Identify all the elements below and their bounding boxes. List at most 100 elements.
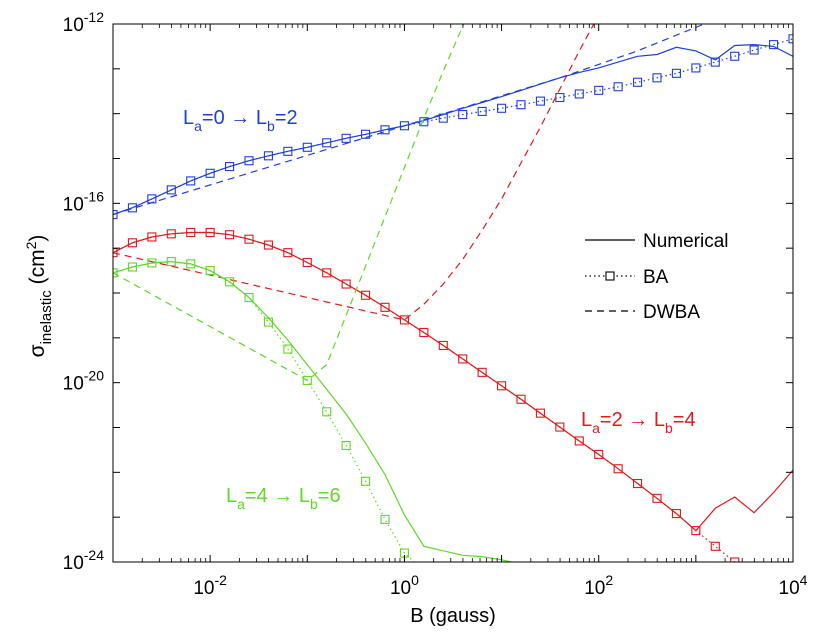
ba-marker (710, 541, 720, 551)
ba-marker (438, 113, 448, 123)
ba-marker (147, 258, 157, 268)
ba-marker (186, 227, 196, 238)
ba-line-0 (113, 38, 793, 216)
curve-label-1: La=2 → Lb=4 (581, 409, 696, 436)
plot-frame (112, 23, 794, 563)
ba-marker (516, 394, 526, 404)
ba-marker (555, 422, 565, 432)
ba-marker (166, 185, 176, 195)
ba-marker (322, 268, 332, 278)
ba-marker (225, 277, 235, 287)
ba-marker (322, 407, 332, 417)
ba-marker (535, 408, 545, 418)
dwba-line-2 (113, 24, 465, 382)
ba-marker (594, 85, 604, 95)
y-tick-label: 10-12 (63, 9, 105, 36)
ba-marker (730, 557, 740, 562)
ba-marker (633, 478, 643, 489)
legend-label: BA (643, 267, 669, 288)
ba-marker (263, 317, 273, 327)
ba-marker (166, 229, 176, 239)
ba-marker (263, 240, 273, 250)
numerical-line-2 (113, 260, 512, 562)
ba-marker (458, 110, 468, 120)
ba-marker (497, 381, 507, 391)
ba-marker (225, 230, 235, 240)
ba-marker (710, 57, 720, 67)
ba-marker (458, 354, 468, 364)
ba-marker (225, 162, 235, 172)
ba-marker (477, 367, 487, 377)
legend-label: Numerical (643, 231, 729, 252)
ba-marker (652, 493, 662, 503)
y-axis-label: σinelastic (cm2) (23, 235, 55, 358)
ba-marker (127, 262, 137, 272)
ba-marker (113, 268, 118, 278)
x-tick-label: 10-2 (193, 572, 227, 599)
ba-marker (205, 168, 215, 178)
ba-marker (127, 203, 137, 213)
ba-marker (283, 146, 293, 156)
legend-marker-ba (605, 271, 615, 281)
ba-marker (113, 248, 118, 258)
ba-marker (516, 100, 526, 110)
x-tick-label: 102 (584, 572, 613, 599)
ba-marker (574, 89, 584, 99)
curve-label-0: La=0 → Lb=2 (183, 107, 298, 134)
ba-marker (613, 82, 623, 92)
ba-marker (147, 232, 157, 242)
dwba-line-1 (113, 24, 595, 321)
ba-marker (730, 51, 740, 61)
ba-marker (361, 476, 371, 486)
ba-marker (613, 464, 623, 474)
y-tick-label: 10-16 (63, 188, 105, 215)
ba-marker (535, 96, 545, 106)
ba-marker (788, 34, 793, 44)
ba-marker (113, 209, 118, 220)
ba-marker (671, 509, 681, 519)
ba-marker (399, 121, 409, 131)
y-tick-label: 10-24 (63, 547, 105, 574)
ba-marker (127, 238, 137, 248)
ba-marker (399, 315, 409, 325)
ba-marker (594, 449, 604, 459)
ba-marker (652, 73, 662, 83)
ba-line-2 (113, 260, 416, 562)
ba-marker (244, 292, 254, 303)
ba-line-1 (113, 231, 736, 562)
ba-marker (438, 340, 448, 351)
ba-marker (671, 68, 681, 78)
ba-marker (769, 40, 779, 50)
ba-marker (341, 133, 351, 143)
series-layer (113, 24, 793, 562)
ba-marker (186, 259, 196, 269)
ba-marker (361, 290, 371, 300)
ba-marker (302, 257, 312, 268)
ba-marker (244, 156, 254, 166)
ba-marker (477, 106, 487, 116)
ba-marker (147, 194, 157, 204)
curve-label-2: La=4 → Lb=6 (226, 485, 341, 512)
ba-marker (244, 234, 254, 244)
ba-marker (691, 63, 701, 73)
ba-marker (166, 257, 176, 267)
ba-marker (302, 142, 312, 152)
ba-marker (283, 248, 293, 258)
y-tick-label: 10-20 (63, 368, 105, 395)
ba-marker (419, 327, 429, 338)
x-axis-label: B (gauss) (410, 605, 496, 627)
ba-marker (341, 440, 351, 450)
ba-marker (302, 375, 312, 385)
ba-marker (205, 266, 215, 276)
ba-marker (205, 227, 215, 238)
ba-marker (283, 344, 293, 354)
ba-marker (322, 138, 332, 148)
ba-marker (633, 77, 643, 87)
ba-marker (691, 526, 701, 536)
ba-marker (186, 176, 196, 186)
legend-label: DWBA (643, 302, 700, 323)
x-tick-label: 100 (390, 572, 419, 599)
ba-marker (574, 436, 584, 446)
x-tick-label: 104 (779, 572, 808, 599)
